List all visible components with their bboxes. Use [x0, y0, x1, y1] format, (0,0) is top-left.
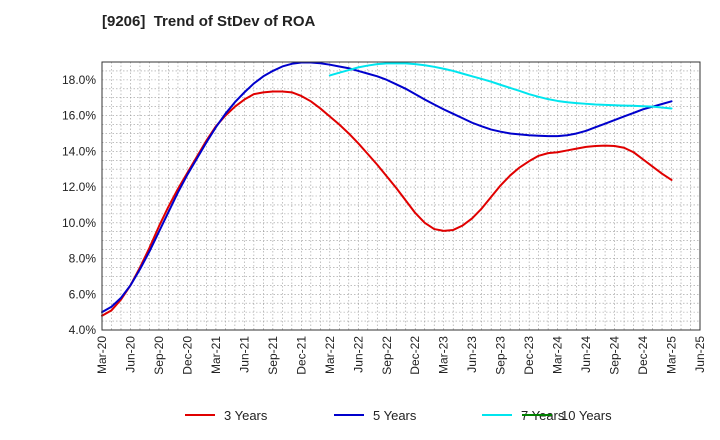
x-tick-label: Jun-22	[351, 336, 365, 373]
x-tick-label: Jun-21	[237, 336, 251, 373]
y-tick-label: 6.0%	[69, 287, 97, 301]
x-tick-label: Sep-21	[266, 336, 280, 375]
series-line-7-years	[328, 62, 673, 110]
x-tick-label: Dec-23	[522, 336, 536, 375]
x-tick-label: Dec-20	[180, 336, 194, 375]
legend-label: 5 Years	[373, 408, 417, 423]
x-tick-label: Sep-22	[380, 336, 394, 375]
x-tick-label: Jun-23	[465, 336, 479, 373]
x-tick-label: Mar-22	[323, 336, 337, 374]
y-tick-label: 12.0%	[62, 180, 96, 194]
y-tick-label: 14.0%	[62, 144, 96, 158]
plot-frame	[101, 61, 701, 331]
x-tick-label: Jun-20	[123, 336, 137, 373]
x-axis-ticks: Mar-20 Jun-20 Sep-20 Dec-20 Mar-21 Jun-21 Sep-…	[95, 336, 707, 375]
y-tick-label: 16.0%	[62, 109, 96, 123]
y-tick-label: 8.0%	[69, 252, 97, 266]
x-tick-label: Jun-25	[693, 336, 707, 373]
legend-label: 10 Years	[561, 408, 612, 423]
y-tick-label: 18.0%	[62, 73, 96, 87]
chart-title: [9206] Trend of StDev of ROA	[102, 13, 316, 30]
x-tick-label: Mar-23	[437, 336, 451, 374]
x-tick-label: Mar-21	[209, 336, 223, 374]
y-tick-label: 4.0%	[69, 323, 97, 337]
x-tick-label: Jun-24	[579, 336, 593, 373]
y-tick-label: 10.0%	[62, 216, 96, 230]
x-tick-label: Sep-24	[608, 336, 622, 375]
x-tick-label: Dec-21	[294, 336, 308, 375]
x-tick-label: Dec-24	[636, 336, 650, 375]
y-axis-ticks: 4.0% 6.0% 8.0% 10.0% 12.0% 14.0% 16.0% 18.0%	[62, 73, 96, 337]
legend-label: 3 Years	[224, 408, 268, 423]
series-line-5-years	[101, 61, 673, 314]
x-tick-label: Sep-20	[152, 336, 166, 375]
grid-lines	[101, 61, 701, 331]
x-tick-label: Dec-22	[408, 336, 422, 375]
x-tick-label: Mar-25	[665, 336, 679, 374]
series-lines	[101, 61, 673, 317]
x-tick-label: Mar-24	[551, 336, 565, 374]
x-tick-label: Mar-20	[95, 336, 109, 374]
x-tick-label: Sep-23	[494, 336, 508, 375]
